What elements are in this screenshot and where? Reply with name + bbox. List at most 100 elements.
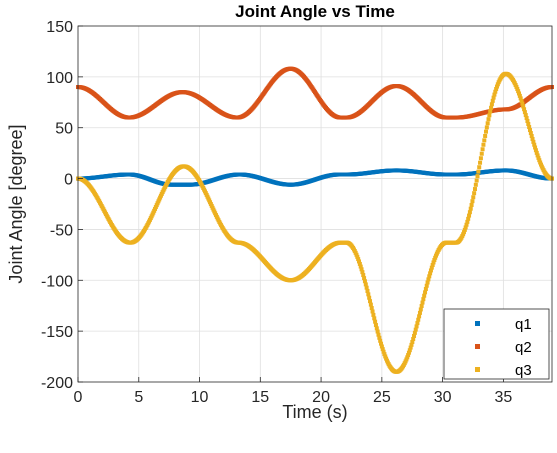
data-point xyxy=(420,300,425,305)
data-point xyxy=(519,98,524,103)
data-point xyxy=(527,128,532,133)
data-point xyxy=(369,306,374,311)
y-tick-label: 0 xyxy=(64,172,73,189)
data-point xyxy=(407,348,412,353)
data-point xyxy=(424,283,429,288)
y-tick-label: 100 xyxy=(46,70,73,87)
legend-label-q3: q3 xyxy=(515,362,532,379)
data-point xyxy=(533,148,538,153)
data-point xyxy=(367,295,372,300)
y-tick-label: 150 xyxy=(46,19,73,36)
data-point xyxy=(491,95,496,100)
y-tick-label: -100 xyxy=(41,273,73,290)
data-point xyxy=(471,195,476,200)
data-point xyxy=(381,349,386,354)
data-point xyxy=(515,86,520,91)
data-point xyxy=(488,109,493,114)
x-tick-label: 0 xyxy=(74,389,83,406)
data-point xyxy=(357,261,362,266)
data-point xyxy=(494,87,499,92)
data-point xyxy=(522,110,527,115)
data-point xyxy=(489,105,494,110)
data-point xyxy=(431,260,436,265)
data-point xyxy=(461,230,466,235)
data-point xyxy=(356,257,361,262)
data-point xyxy=(415,321,420,326)
data-point xyxy=(426,277,431,282)
data-point xyxy=(538,160,543,165)
data-point xyxy=(405,355,410,360)
data-point xyxy=(368,299,373,304)
data-point xyxy=(410,339,415,344)
data-point xyxy=(535,153,540,158)
legend-marker-q2 xyxy=(475,344,480,349)
x-axis-label: Time (s) xyxy=(282,402,347,422)
data-point xyxy=(487,113,492,118)
data-point xyxy=(430,263,435,267)
data-point xyxy=(425,280,430,285)
data-series xyxy=(76,66,554,374)
data-point xyxy=(465,219,470,224)
legend-marker-q3 xyxy=(475,367,480,372)
x-tick-label: 10 xyxy=(191,389,209,406)
data-point xyxy=(536,155,541,160)
legend-box xyxy=(443,308,550,380)
data-point xyxy=(371,312,376,317)
y-tick-label: -50 xyxy=(50,222,73,239)
data-point xyxy=(380,347,385,352)
data-point xyxy=(383,354,388,359)
data-point xyxy=(472,187,477,192)
data-point xyxy=(534,150,539,155)
data-point xyxy=(486,117,491,122)
data-point xyxy=(404,357,409,362)
data-point xyxy=(474,178,479,183)
data-point xyxy=(433,255,438,260)
data-point xyxy=(417,310,422,315)
data-point xyxy=(524,116,529,121)
legend-label-q2: q2 xyxy=(515,339,532,356)
data-point xyxy=(365,288,370,293)
data-point xyxy=(490,98,495,103)
data-point xyxy=(355,254,360,259)
data-point xyxy=(482,138,487,143)
data-point xyxy=(362,276,367,281)
data-point xyxy=(493,89,498,94)
data-point xyxy=(483,129,488,134)
data-point xyxy=(494,84,499,89)
data-point xyxy=(375,329,380,334)
data-point xyxy=(477,165,482,170)
data-point xyxy=(379,341,384,346)
data-point xyxy=(526,122,531,127)
data-point xyxy=(372,316,377,321)
data-point xyxy=(412,330,417,335)
data-point xyxy=(521,104,526,109)
data-point xyxy=(362,279,367,284)
data-point xyxy=(467,213,472,218)
data-point xyxy=(423,287,428,292)
data-point xyxy=(522,107,527,112)
data-point xyxy=(479,151,484,156)
data-point xyxy=(408,345,413,350)
data-point xyxy=(384,356,389,361)
plot-area: 0 5 10 15 20 25 30 35 -200 -150 -100 -50 0 50 100 150 xyxy=(41,19,554,406)
data-point xyxy=(374,326,379,331)
data-point xyxy=(528,131,533,136)
data-point xyxy=(532,142,537,147)
data-point xyxy=(527,125,532,130)
data-point xyxy=(523,113,528,118)
y-tick-label: 50 xyxy=(55,121,73,138)
y-axis-label: Joint Angle [degree] xyxy=(6,124,26,283)
legend: q1 q2 q3 xyxy=(443,308,550,380)
data-point xyxy=(419,304,424,308)
data-point xyxy=(376,332,381,337)
x-tick-label: 30 xyxy=(434,389,452,406)
data-point xyxy=(531,139,536,144)
data-point xyxy=(525,119,530,124)
series-q1 xyxy=(76,168,554,187)
data-point xyxy=(414,324,419,329)
data-point xyxy=(423,290,428,295)
data-point xyxy=(427,274,432,279)
data-point xyxy=(409,342,414,347)
data-point xyxy=(416,317,421,322)
